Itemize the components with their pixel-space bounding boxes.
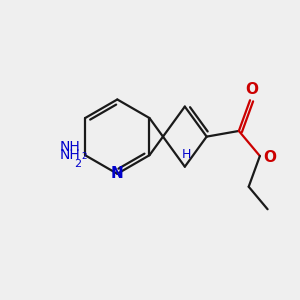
Text: O: O <box>263 150 276 165</box>
Text: $_2$: $_2$ <box>81 149 87 162</box>
Text: 2: 2 <box>74 159 81 169</box>
Text: H: H <box>182 148 191 161</box>
Text: O: O <box>245 82 258 97</box>
Text: N: N <box>111 166 124 181</box>
Text: NH: NH <box>60 148 81 162</box>
Text: NH: NH <box>60 140 81 154</box>
